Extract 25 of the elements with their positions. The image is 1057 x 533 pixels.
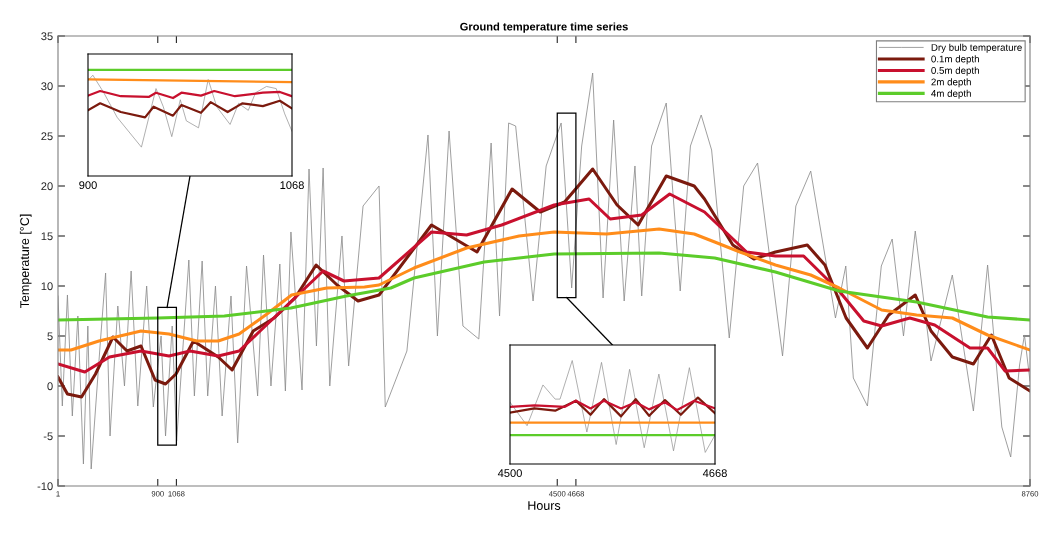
line-series <box>58 192 1030 374</box>
y-tick-label: 5 <box>47 332 53 341</box>
y-tick-label: -5 <box>43 432 53 441</box>
legend-label: Dry bulb temperature <box>931 43 1022 53</box>
line-series <box>58 251 1030 322</box>
y-tick-label: -10 <box>37 482 53 491</box>
legend-label: 0.1m depth <box>931 55 979 65</box>
y-tick-label: 15 <box>41 232 53 241</box>
x-tick-label: 4500 <box>497 469 522 478</box>
y-tick-label: 30 <box>41 82 53 91</box>
x-axis-title: Hours <box>528 501 561 510</box>
chart-title: Ground temperature time series <box>460 22 628 33</box>
y-axis-title: Temperature [°C] <box>19 214 32 309</box>
legend-label: 4m depth <box>931 89 971 99</box>
y-tick-label: 0 <box>47 382 53 391</box>
y-tick-label: 10 <box>41 282 53 291</box>
x-tick-label: 900 <box>79 181 97 190</box>
y-tick-label: 25 <box>41 132 53 141</box>
x-tick-label: 4668 <box>702 469 727 478</box>
y-tick-label: 35 <box>41 32 53 41</box>
legend-label: 0.5m depth <box>931 66 979 76</box>
y-tick-label: 20 <box>41 182 53 191</box>
x-tick-label: 1068 <box>280 181 304 190</box>
legend-label: 2m depth <box>931 78 971 88</box>
line-series <box>58 227 1030 352</box>
